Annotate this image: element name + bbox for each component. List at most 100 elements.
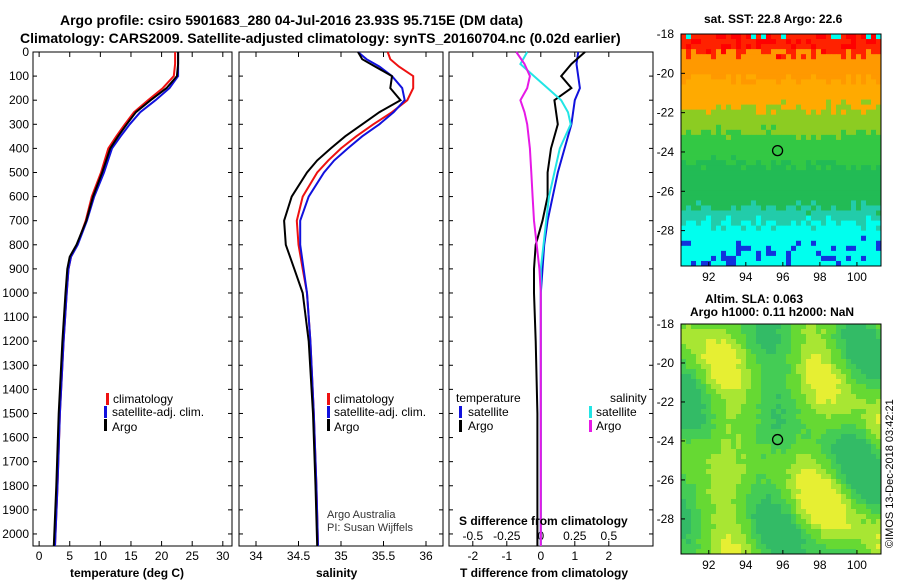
map-cell — [806, 89, 812, 95]
map-cell — [841, 444, 847, 450]
map-cell — [681, 484, 687, 490]
map-cell — [826, 394, 832, 400]
map-cell — [721, 474, 727, 480]
map-cell — [791, 364, 797, 370]
map-cell — [771, 329, 777, 335]
map-lon-label: 96 — [776, 270, 790, 284]
map-cell — [771, 129, 777, 136]
map-cell — [746, 119, 752, 126]
map-cell — [781, 165, 787, 171]
map-cell — [826, 349, 832, 355]
map-cell — [711, 389, 717, 395]
map-cell — [801, 124, 807, 131]
depth-tick-label: 800 — [9, 238, 29, 252]
map-cell — [846, 364, 852, 370]
map-cell — [836, 414, 842, 420]
map-cell — [841, 499, 847, 505]
map-cell — [751, 474, 757, 480]
map-cell — [826, 444, 832, 450]
map-cell — [766, 539, 772, 545]
map-cell — [721, 399, 727, 405]
map-cell — [686, 104, 692, 111]
map-cell — [871, 114, 877, 121]
map-cell — [816, 534, 822, 540]
map-cell — [816, 39, 822, 45]
map-cell — [736, 39, 742, 45]
map-cell — [821, 175, 827, 181]
map-cell — [731, 444, 737, 450]
map-cell — [836, 384, 842, 390]
map-cell — [761, 514, 767, 520]
map-cell — [706, 529, 712, 535]
map-cell — [846, 235, 852, 242]
map-cell — [741, 215, 747, 222]
map-cell — [716, 504, 722, 510]
map-cell — [826, 334, 832, 340]
map-cell — [846, 200, 852, 206]
map-cell — [831, 464, 837, 470]
map-cell — [851, 379, 857, 385]
map-cell — [836, 419, 842, 425]
map-cell — [736, 409, 742, 415]
map-cell — [856, 210, 862, 216]
map-cell — [856, 354, 862, 360]
map-cell — [766, 170, 772, 176]
map-cell — [756, 469, 762, 475]
map-cell — [686, 494, 692, 500]
map-cell — [861, 155, 867, 161]
map-cell — [691, 459, 697, 465]
map-cell — [801, 134, 807, 141]
map-cell — [791, 454, 797, 460]
map-cell — [751, 539, 757, 545]
map-cell — [756, 549, 762, 555]
map-cell — [811, 175, 817, 181]
map-cell — [716, 544, 722, 550]
map-cell — [751, 419, 757, 425]
map-cell — [841, 399, 847, 405]
map-cell — [836, 225, 842, 232]
legend-swatch-argo — [327, 419, 330, 431]
map-cell — [731, 479, 737, 485]
map-cell — [731, 544, 737, 550]
map-cell — [756, 129, 762, 136]
map-cell — [866, 379, 872, 385]
map-cell — [871, 190, 877, 196]
map-cell — [821, 190, 827, 196]
map-cell — [871, 49, 877, 55]
map-cell — [691, 144, 697, 151]
map-cell — [736, 494, 742, 500]
map-cell — [696, 339, 702, 345]
map-cell — [711, 240, 717, 247]
map-cell — [766, 349, 772, 355]
map-cell — [691, 509, 697, 515]
map-cell — [711, 119, 717, 126]
map-cell — [811, 74, 817, 80]
map-cell — [851, 369, 857, 375]
map-cell — [866, 64, 872, 70]
map-cell — [681, 165, 687, 171]
map-cell — [701, 414, 707, 420]
map-cell — [681, 180, 687, 186]
map-cell — [806, 240, 812, 247]
map-cell — [851, 124, 857, 131]
map-cell — [756, 155, 762, 161]
map-cell — [846, 225, 852, 232]
map-cell — [801, 49, 807, 55]
map-cell — [771, 349, 777, 355]
map-cell — [851, 220, 857, 227]
map-cell — [816, 369, 822, 375]
map-cell — [806, 235, 812, 242]
map-cell — [766, 180, 772, 186]
map-cell — [696, 404, 702, 410]
map-cell — [876, 240, 882, 247]
map-cell — [781, 49, 787, 55]
map-cell — [736, 144, 742, 151]
map-cell — [836, 124, 842, 131]
map-cell — [786, 230, 792, 237]
map-cell — [786, 240, 792, 247]
map-cell — [731, 175, 737, 181]
map-cell — [786, 175, 792, 181]
map-cell — [691, 230, 697, 237]
map-cell — [866, 359, 872, 365]
map-cell — [776, 109, 782, 116]
